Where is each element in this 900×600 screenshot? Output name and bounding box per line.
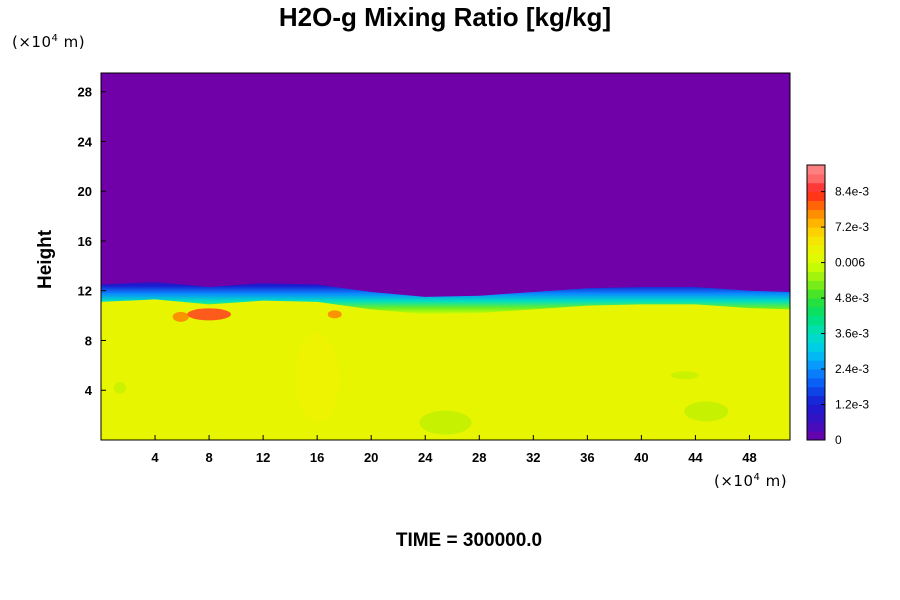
x-tick-label: 8 <box>205 450 212 465</box>
x-tick-label: 48 <box>742 450 756 465</box>
moist-peak <box>327 310 342 319</box>
moist-peak <box>187 308 232 321</box>
colorbar-segment <box>807 404 825 414</box>
moist-patch <box>113 381 126 394</box>
colorbar-tick-label: 0 <box>835 433 842 447</box>
y-unit-prefix: (×10 <box>12 33 52 51</box>
x-tick-label: 4 <box>151 450 159 465</box>
colorbar-tick-label: 4.8e-3 <box>835 291 869 305</box>
colorbar-frame <box>806 164 826 441</box>
colorbar-segment <box>807 413 825 423</box>
colorbar-tick-label: 1.2e-3 <box>835 398 869 412</box>
colorbar-segment <box>807 386 825 397</box>
colorbar-segment <box>807 280 825 290</box>
colorbar-segment <box>807 333 825 343</box>
colorbar-segment <box>807 369 825 379</box>
y-tick-label: 28 <box>78 85 92 100</box>
colorbar-tick-label: 0.006 <box>835 256 865 270</box>
x-tick-label: 12 <box>256 450 270 465</box>
y-axis-unit: (×104 m) <box>12 33 85 51</box>
x-tick-label: 44 <box>688 450 703 465</box>
y-tick-label: 24 <box>78 134 93 149</box>
colorbar-segment <box>807 271 825 281</box>
colorbar-segment <box>807 360 825 370</box>
y-tick-label: 20 <box>78 184 92 199</box>
moist-patch <box>419 410 472 435</box>
colorbar-segment <box>807 324 825 335</box>
colorbar-tick-label: 7.2e-3 <box>835 220 869 234</box>
colorbar-segment <box>807 262 825 272</box>
x-tick-label: 28 <box>472 450 486 465</box>
colorbar-segment <box>807 422 825 432</box>
colorbar-segment <box>807 342 825 352</box>
colorbar-segment <box>807 191 825 201</box>
colorbar-segment <box>807 431 825 441</box>
colorbar-segment <box>807 298 825 308</box>
colorbar-tick-label: 8.4e-3 <box>835 185 869 199</box>
x-unit-exponent: 4 <box>753 472 761 483</box>
y-tick-label: 8 <box>85 333 92 348</box>
x-tick-label: 40 <box>634 450 648 465</box>
colorbar-segment <box>807 306 825 317</box>
y-unit-exponent: 4 <box>51 33 59 44</box>
colorbar-segment <box>807 351 825 361</box>
moist-patch <box>670 371 699 380</box>
chart-title: H2O-g Mixing Ratio [kg/kg] <box>278 2 612 32</box>
dry-layer <box>101 73 790 297</box>
colorbar-segment <box>807 200 825 210</box>
colorbar-segment <box>807 253 825 264</box>
x-tick-label: 36 <box>580 450 594 465</box>
moist-plume <box>295 332 340 423</box>
moist-peak <box>172 311 189 322</box>
plot-frame <box>100 72 791 441</box>
time-annotation: TIME = 300000.0 <box>395 530 543 551</box>
y-tick-label: 12 <box>78 284 92 299</box>
colorbar-segment <box>807 182 825 193</box>
x-unit-suffix: m) <box>760 472 788 490</box>
x-unit-prefix: (×10 <box>714 472 754 490</box>
colorbar-tick-label: 2.4e-3 <box>835 362 869 376</box>
x-tick-label: 32 <box>526 450 540 465</box>
x-axis-unit: (×104 m) <box>714 472 787 490</box>
x-tick-label: 20 <box>364 450 378 465</box>
y-tick-label: 16 <box>78 234 92 249</box>
colorbar-segment <box>807 395 825 406</box>
x-tick-label: 16 <box>310 450 324 465</box>
moist-patch <box>684 401 729 422</box>
colorbar-segment <box>807 289 825 299</box>
colorbar-segment <box>807 218 825 228</box>
y-tick-label: 4 <box>85 383 93 398</box>
x-tick-label: 24 <box>418 450 433 465</box>
colorbar-segment <box>807 377 825 388</box>
colorbar-tick-label: 3.6e-3 <box>835 327 869 341</box>
colorbar-segment <box>807 315 825 326</box>
colorbar-segment <box>807 235 825 246</box>
colorbar-segment <box>807 165 825 175</box>
colorbar-segment <box>807 244 825 255</box>
colorbar-segment <box>807 209 825 219</box>
colorbar-segment <box>807 173 825 184</box>
y-unit-suffix: m) <box>58 33 86 51</box>
colorbar-segment <box>807 227 825 237</box>
